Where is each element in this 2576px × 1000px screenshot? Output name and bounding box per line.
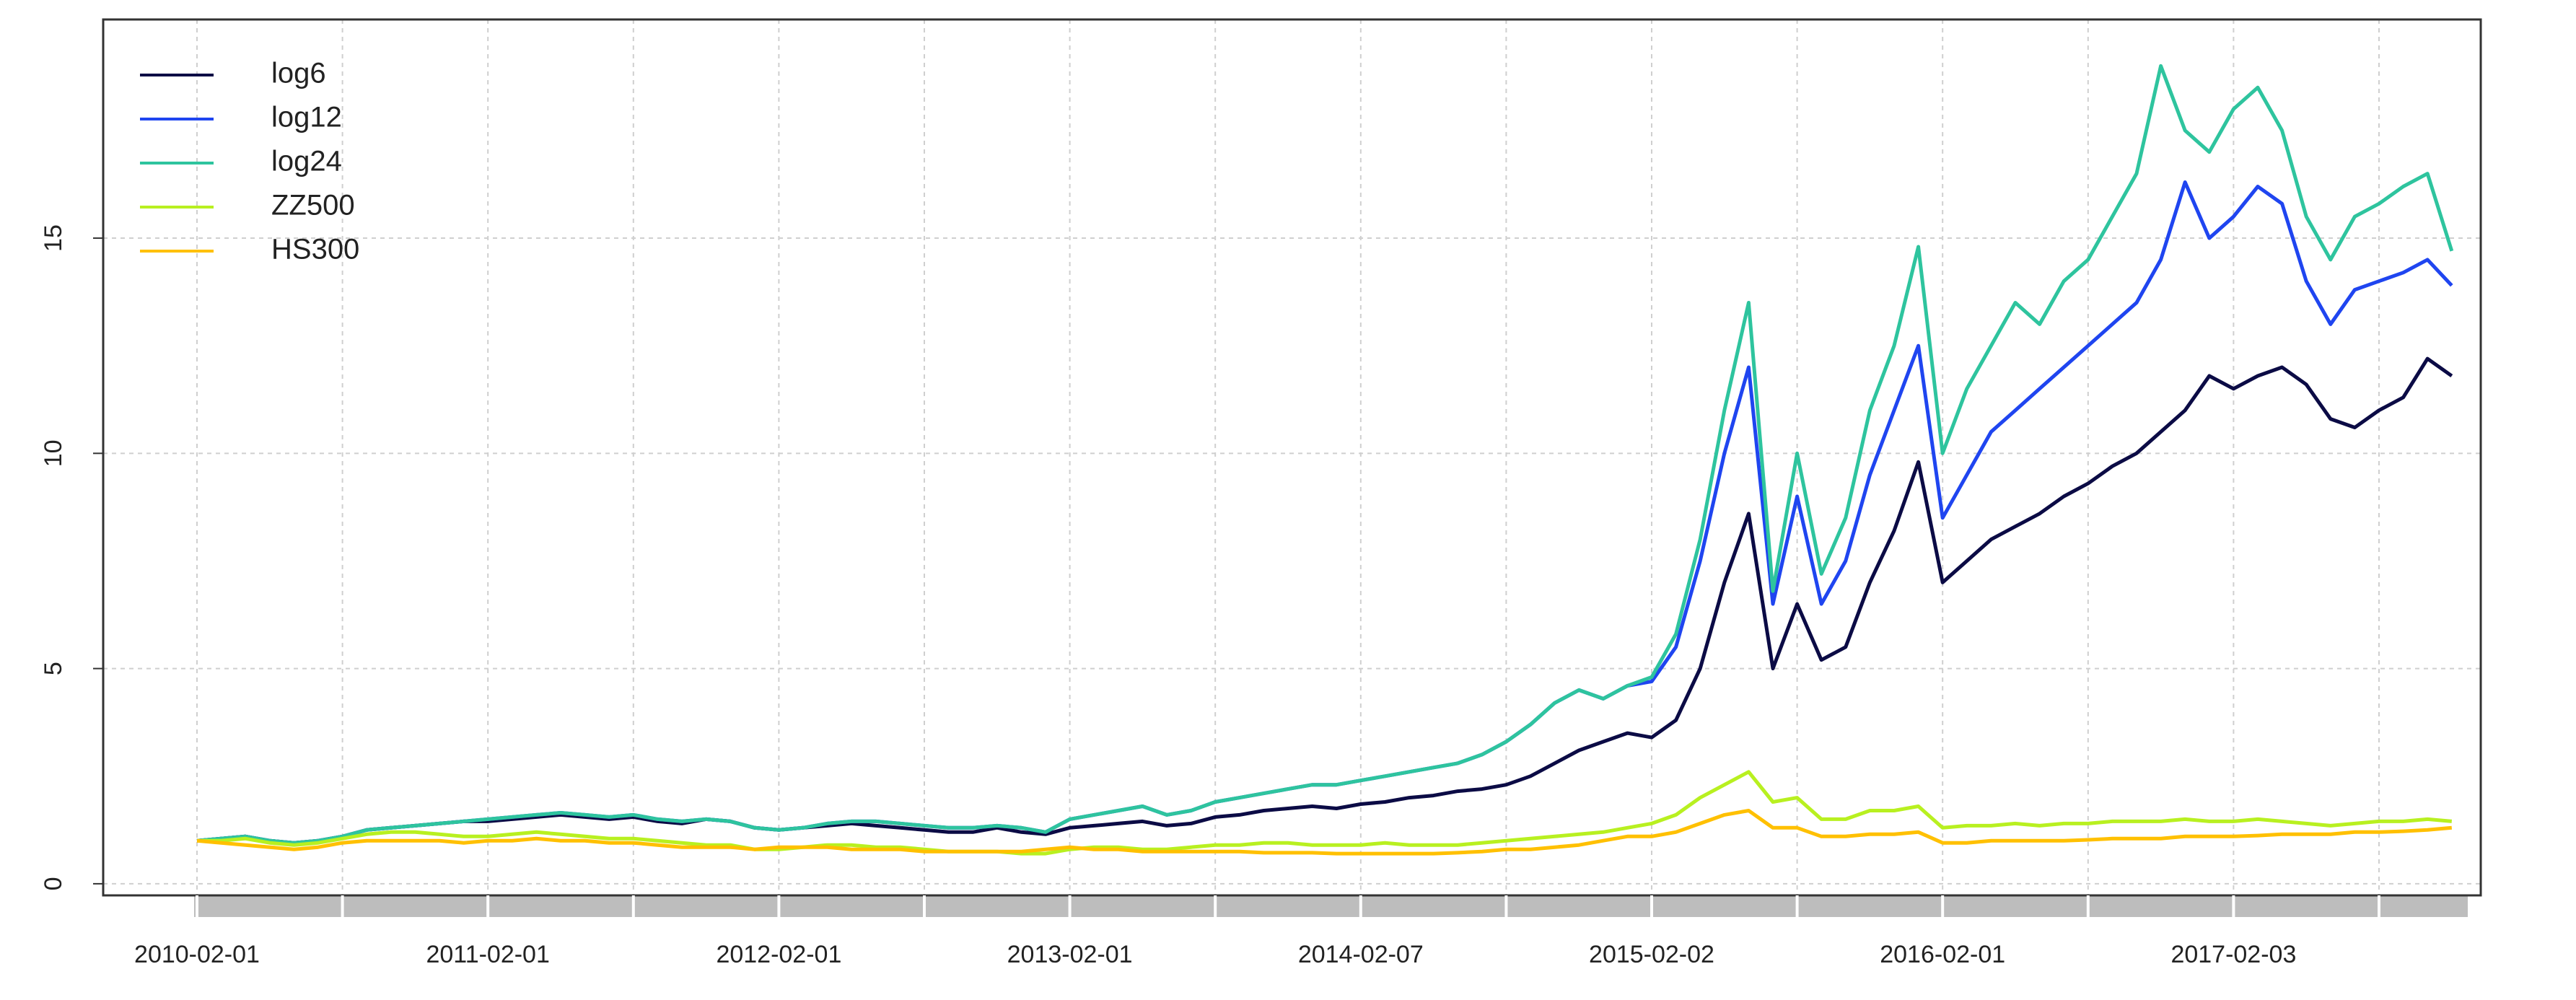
plot-frame: [102, 18, 2482, 897]
x-tick-label: 2012-02-01: [716, 941, 841, 968]
legend: log6 log12 log24 ZZ500 HS300: [140, 58, 359, 266]
x-tick-label: 2013-02-01: [1007, 941, 1133, 968]
y-tick-label: 15: [40, 224, 67, 252]
grid: [103, 19, 2481, 895]
lines: [196, 63, 2454, 856]
y-tick-label: 10: [40, 439, 67, 467]
series-line: [197, 770, 2453, 856]
x-tick-label: 2014-02-07: [1298, 941, 1424, 968]
y-tick-label: 0: [40, 877, 67, 890]
legend-label: log6: [271, 58, 326, 89]
x-tick-label: 2010-02-01: [134, 941, 260, 968]
x-tick-label: 2016-02-01: [1880, 941, 2005, 968]
x-axis-band: [194, 895, 2468, 917]
series-line: [196, 809, 2453, 856]
series-line: [196, 356, 2453, 845]
series-line: [196, 63, 2454, 845]
legend-label: ZZ500: [271, 190, 355, 222]
x-tick-label: 2017-02-03: [2170, 941, 2296, 968]
legend-label: log24: [271, 146, 342, 177]
y-tick-label: 5: [40, 662, 67, 675]
x-tick-label: 2011-02-01: [426, 941, 549, 968]
legend-label: HS300: [271, 234, 359, 266]
x-tick-label: 2015-02-02: [1589, 941, 1714, 968]
legend-label: log12: [271, 102, 342, 133]
